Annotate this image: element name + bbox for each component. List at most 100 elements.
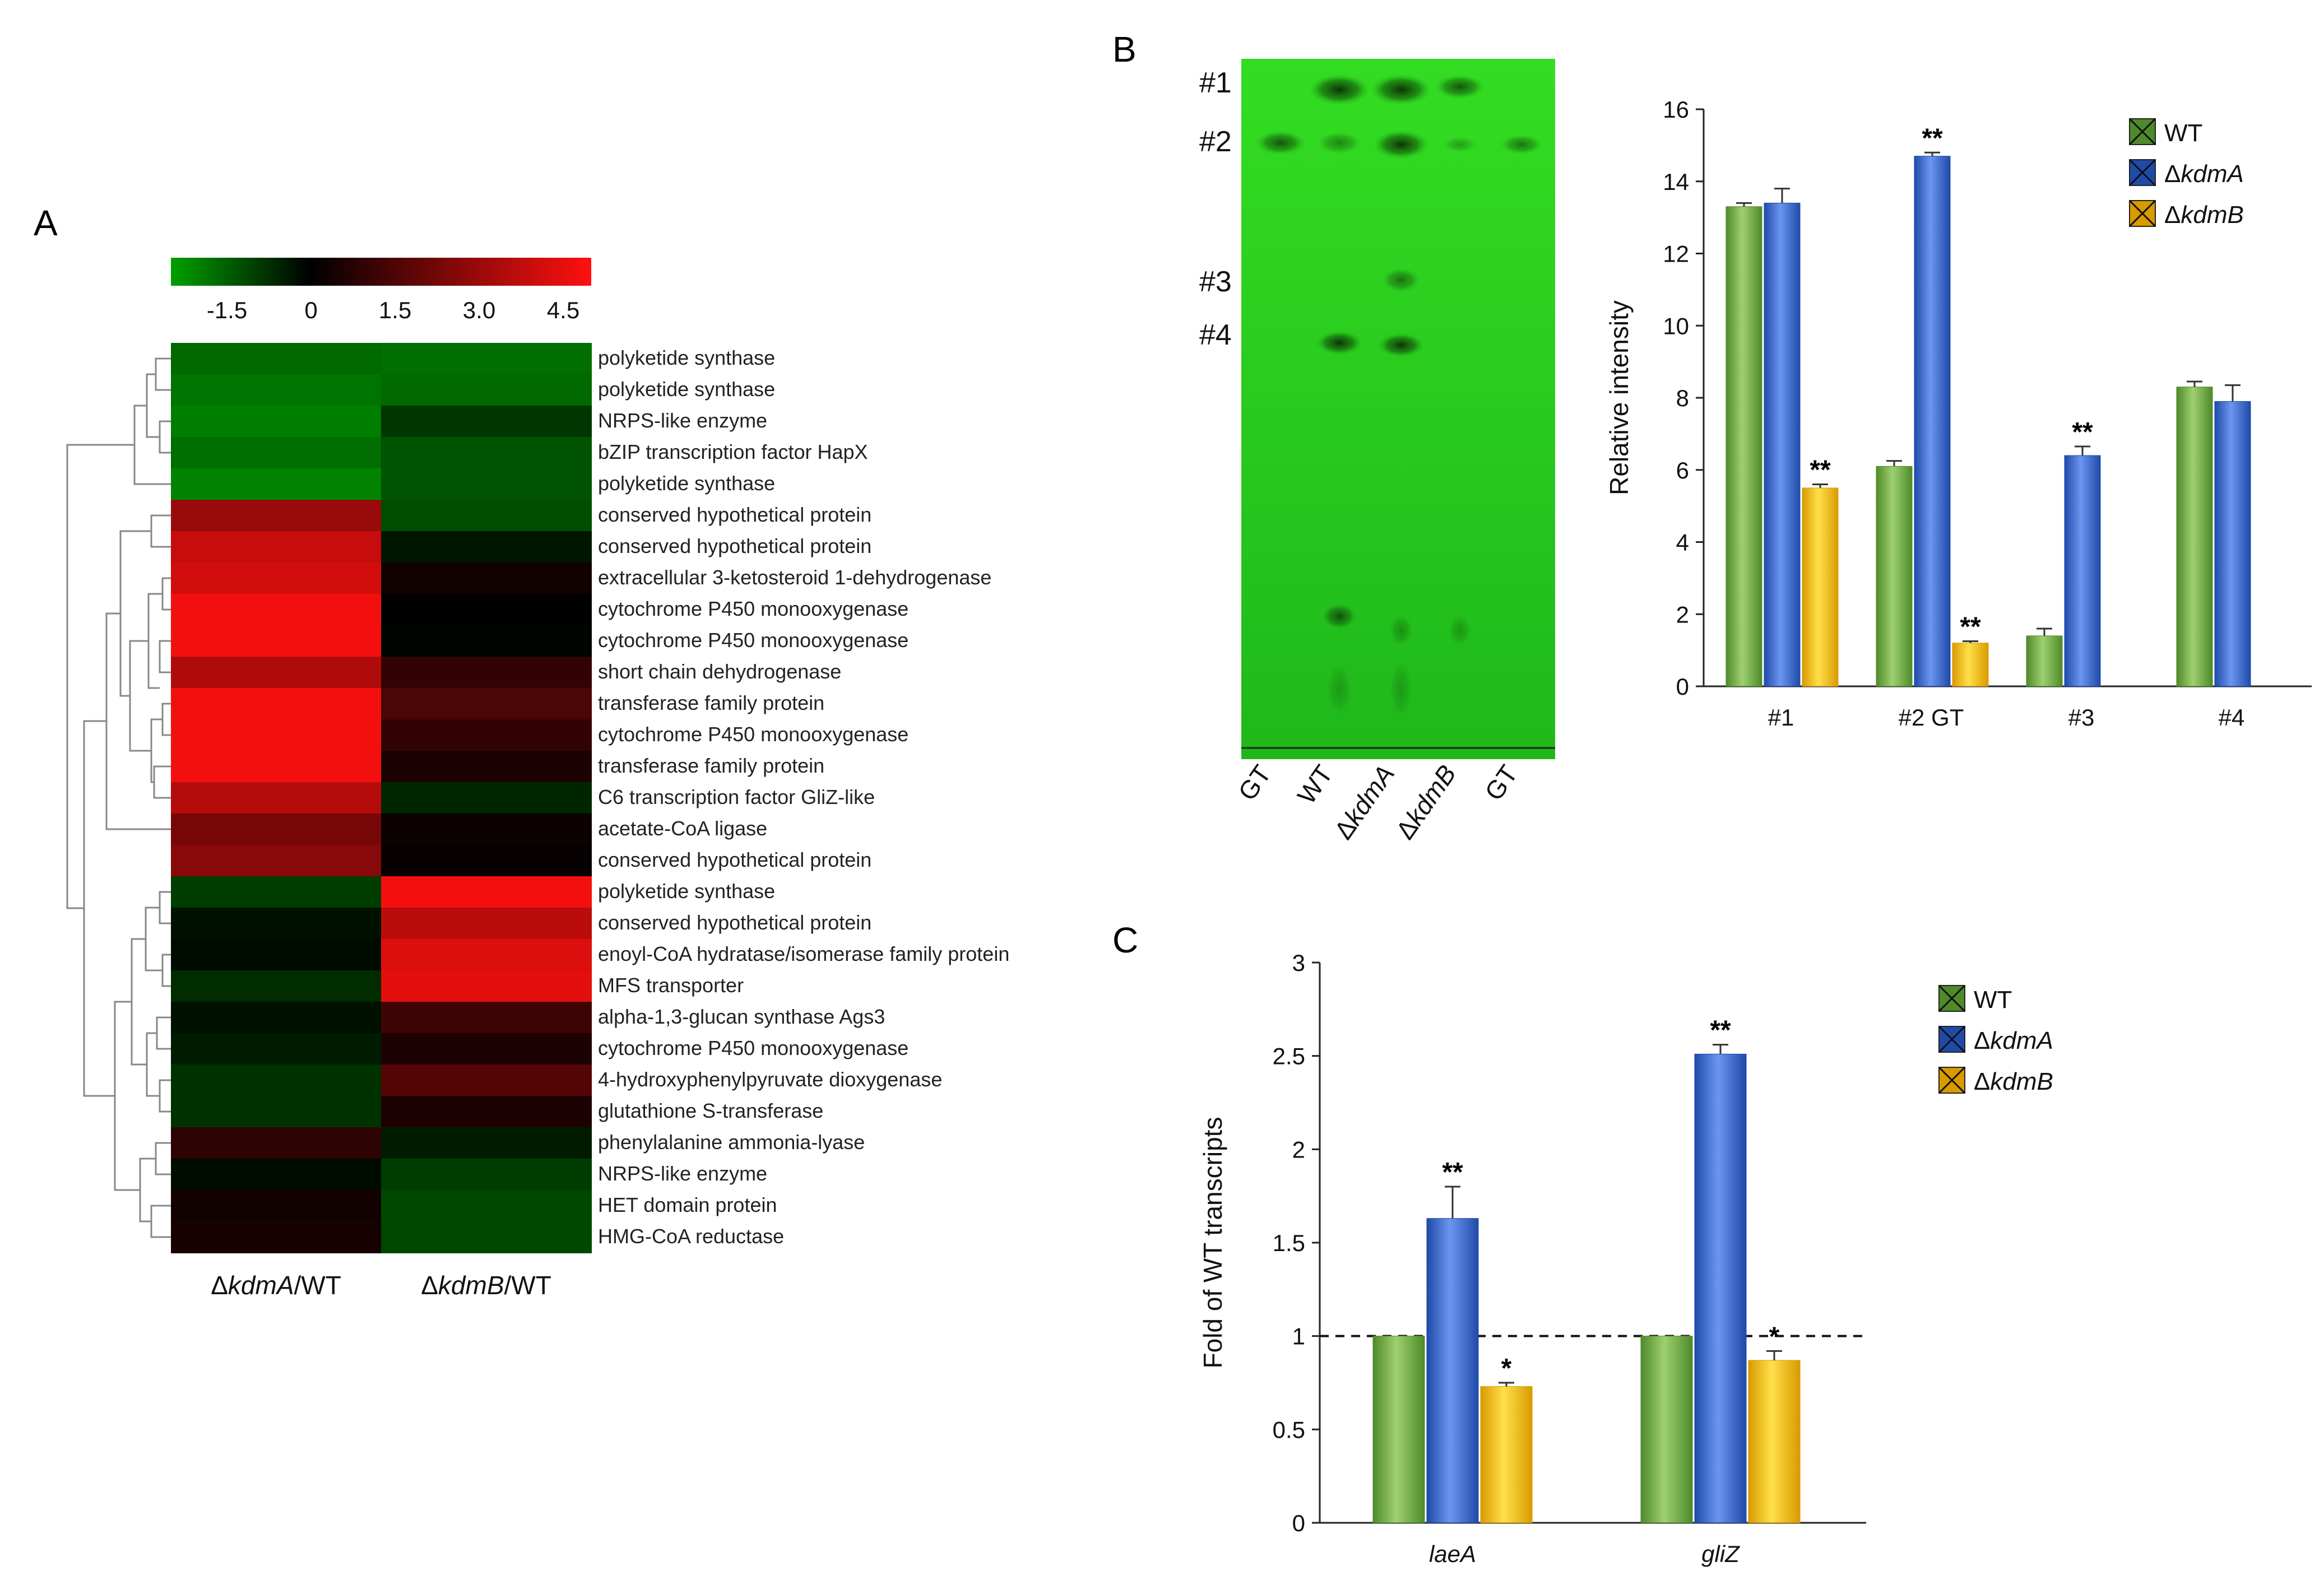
tlc-spot [1381, 268, 1421, 292]
bar [1764, 202, 1801, 687]
heatmap-cells [171, 343, 592, 1253]
heatmap-cell [381, 343, 592, 375]
heatmap-cell [171, 939, 382, 971]
label-part: kdmA [228, 1271, 294, 1300]
tlc-spot [1326, 661, 1353, 717]
heatmap-cell [171, 531, 382, 563]
heatmap-cell [381, 1096, 592, 1128]
tlc-lane-label: WT [1292, 760, 1339, 809]
y-tick-label: 2.5 [1273, 1043, 1305, 1070]
heatmap-column-label: ΔkdmA/WT [211, 1271, 341, 1300]
y-tick-label: 8 [1676, 385, 1689, 411]
y-tick-label: 1 [1292, 1323, 1305, 1350]
heatmap-cell [381, 908, 592, 940]
heatmap-cell [171, 437, 382, 469]
heatmap-row-label: MFS transporter [598, 974, 744, 997]
heatmap-row-label: polyketide synthase [598, 472, 775, 495]
tlc-band-label: #3 [1199, 266, 1232, 298]
heatmap-cell [381, 970, 592, 1002]
bar [1802, 487, 1839, 687]
tlc-lane-label: ΔkdmB [1390, 760, 1462, 844]
heatmap-cell [381, 1033, 592, 1065]
heatmap-row-labels: polyketide synthase polyketide synthase NR… [598, 346, 1009, 1248]
heatmap-cell [381, 719, 592, 751]
label-part: kdmA [1990, 1027, 2053, 1054]
heatmap-cell [171, 1002, 382, 1034]
y-tick-label: 2 [1292, 1136, 1305, 1163]
legend-swatch-mark [2128, 118, 2156, 146]
heatmap-cell [171, 374, 382, 406]
legend-label: WT [1974, 986, 2012, 1014]
label-part: /WT [294, 1271, 341, 1300]
colorbar-ticks: -1.5 0 1.5 3.0 4.5 [207, 297, 579, 323]
y-tick-label: 14 [1663, 169, 1689, 195]
bar [1426, 1218, 1479, 1523]
heatmap-column-labels: ΔkdmA/WT ΔkdmB/WT [211, 1271, 551, 1300]
heatmap-row-label: cytochrome P450 monooxygenase [598, 1036, 908, 1059]
label-part: WT [2164, 119, 2202, 147]
y-tick-label: 3 [1292, 950, 1305, 976]
bar [2176, 387, 2213, 687]
heatmap-cell [381, 468, 592, 500]
tlc-spot [1321, 603, 1357, 630]
heatmap-row-label: extracellular 3-ketosteroid 1-dehydrogen… [598, 566, 991, 589]
heatmap-cell [171, 657, 382, 689]
heatmap-cell [381, 1221, 592, 1253]
bar [1694, 1053, 1747, 1523]
heatmap-cell [171, 343, 382, 375]
heatmap-row-label: C6 transcription factor GliZ-like [598, 785, 875, 808]
tlc-lane-label: GT [1232, 760, 1277, 806]
heatmap-cell [171, 1096, 382, 1128]
heatmap-cell [171, 970, 382, 1002]
tlc-spot [1255, 131, 1306, 155]
heatmap-row-label: NRPS-like enzyme [598, 409, 767, 432]
colorbar [171, 258, 591, 286]
y-tick-label: 0 [1676, 673, 1689, 700]
heatmap-cell [171, 468, 382, 500]
tlc-spot [1435, 75, 1485, 99]
heatmap-cell [171, 406, 382, 438]
panel-label-a: A [34, 203, 58, 243]
heatmap-row-label: HET domain protein [598, 1193, 777, 1216]
heatmap-row-label: 4-hydroxyphenylpyruvate dioxygenase [598, 1068, 942, 1091]
heatmap-cell [171, 563, 382, 594]
bar [1914, 156, 1951, 687]
heatmap-cell [381, 845, 592, 877]
y-tick-label: 0.5 [1273, 1416, 1305, 1443]
y-tick-label: 16 [1663, 96, 1689, 123]
y-tick-label: 4 [1676, 529, 1689, 556]
heatmap-cell [381, 406, 592, 438]
y-tick-label: 12 [1663, 241, 1689, 267]
heatmap-cell [381, 657, 592, 689]
label-part: GT [1232, 760, 1277, 806]
significance-marker: ** [1710, 1016, 1731, 1045]
tlc-spot [1500, 134, 1543, 155]
legend-swatch-mark [2128, 159, 2156, 187]
y-tick-label: 0 [1292, 1510, 1305, 1536]
label-part: kdmB [1400, 760, 1462, 830]
heatmap-panel: -1.5 0 1.5 3.0 4.5 [66, 258, 1009, 1300]
label-part: kdmB [438, 1271, 504, 1300]
x-tick-label: #1 [1768, 704, 1794, 731]
label-part: /WT [504, 1271, 551, 1300]
bar [1640, 1336, 1693, 1523]
relative-intensity-chart: 0 2 4 6 8 10 12 14 16 Relative intensity #1 ** #2 GT… [1604, 96, 2312, 731]
legend-label: ΔkdmA [2164, 160, 2244, 188]
heatmap-cell [381, 876, 592, 908]
bar [2064, 455, 2101, 687]
x-tick-label: laeA [1429, 1541, 1476, 1567]
heatmap-row-label: polyketide synthase [598, 346, 775, 369]
legend-swatch-mark [1938, 1025, 1966, 1053]
heatmap-cell [381, 563, 592, 594]
heatmap-cell [381, 437, 592, 469]
heatmap-cell [381, 1127, 592, 1159]
legend-label: ΔkdmB [1974, 1068, 2053, 1095]
label-part: kdmB [1990, 1068, 2053, 1095]
heatmap-row-label: transferase family protein [598, 754, 824, 777]
heatmap-row-label: polyketide synthase [598, 378, 775, 401]
legend-swatch-mark [1938, 984, 1966, 1012]
heatmap-row-label: phenylalanine ammonia-lyase [598, 1131, 865, 1154]
heatmap-cell [381, 939, 592, 971]
heatmap-row-label: polyketide synthase [598, 880, 775, 903]
